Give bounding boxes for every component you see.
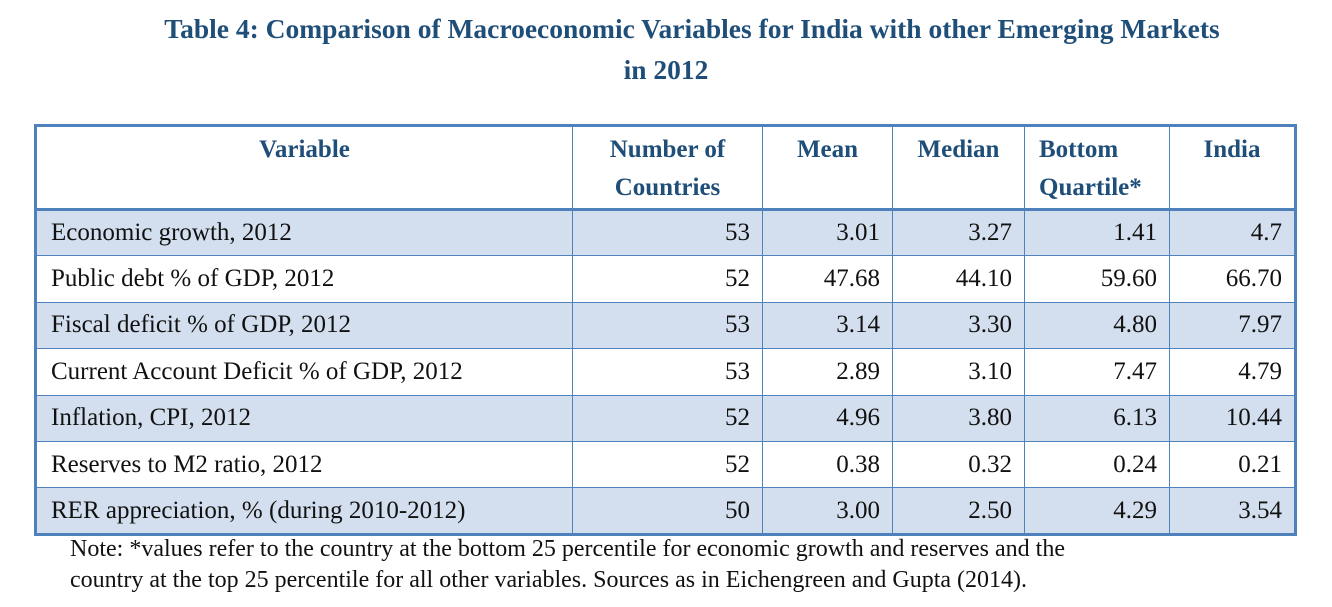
cell-bottom-quartile: 4.80 bbox=[1024, 301, 1170, 350]
header-number-of-countries: Number of Countries bbox=[572, 125, 763, 211]
cell-bottom-quartile: 0.24 bbox=[1024, 440, 1170, 489]
header-variable: Variable bbox=[35, 125, 573, 211]
table-row: Fiscal deficit % of GDP, 2012 53 3.14 3.… bbox=[35, 301, 1296, 350]
cell-median: 3.10 bbox=[892, 348, 1025, 396]
table-row: Economic growth, 2012 53 3.01 3.27 1.41 … bbox=[35, 208, 1296, 257]
cell-variable: Fiscal deficit % of GDP, 2012 bbox=[35, 301, 573, 350]
table-title-line1: Table 4: Comparison of Macroeconomic Var… bbox=[164, 13, 1220, 44]
cell-countries: 52 bbox=[572, 440, 763, 489]
cell-median: 0.32 bbox=[892, 440, 1025, 489]
note-line2: country at the top 25 percentile for all… bbox=[70, 567, 1027, 593]
cell-mean: 3.01 bbox=[762, 208, 893, 257]
cell-countries: 52 bbox=[572, 394, 763, 442]
cell-india: 66.70 bbox=[1169, 255, 1296, 303]
header-mean: Mean bbox=[762, 125, 893, 211]
table-row: Public debt % of GDP, 2012 52 47.68 44.1… bbox=[35, 255, 1296, 303]
cell-median: 3.27 bbox=[892, 208, 1025, 257]
cell-countries: 53 bbox=[572, 348, 763, 396]
macro-comparison-table: Variable Number of Countries Mean Median … bbox=[34, 124, 1297, 536]
cell-median: 3.80 bbox=[892, 394, 1025, 442]
cell-india: 3.54 bbox=[1169, 487, 1296, 535]
table-title: Table 4: Comparison of Macroeconomic Var… bbox=[0, 8, 1332, 90]
table-row: Inflation, CPI, 2012 52 4.96 3.80 6.13 1… bbox=[35, 394, 1296, 442]
header-median: Median bbox=[892, 125, 1025, 211]
cell-variable: RER appreciation, % (during 2010-2012) bbox=[35, 487, 573, 535]
cell-variable: Reserves to M2 ratio, 2012 bbox=[35, 440, 573, 489]
table-row: Reserves to M2 ratio, 2012 52 0.38 0.32 … bbox=[35, 440, 1296, 489]
cell-mean: 4.96 bbox=[762, 394, 893, 442]
cell-bottom-quartile: 7.47 bbox=[1024, 348, 1170, 396]
cell-india: 10.44 bbox=[1169, 394, 1296, 442]
cell-mean: 2.89 bbox=[762, 348, 893, 396]
note-line1: Note: *values refer to the country at th… bbox=[70, 536, 1065, 562]
cell-variable: Inflation, CPI, 2012 bbox=[35, 394, 573, 442]
cell-mean: 3.00 bbox=[762, 487, 893, 535]
cell-variable: Public debt % of GDP, 2012 bbox=[35, 255, 573, 303]
cell-mean: 3.14 bbox=[762, 301, 893, 350]
cell-india: 0.21 bbox=[1169, 440, 1296, 489]
cell-variable: Current Account Deficit % of GDP, 2012 bbox=[35, 348, 573, 396]
table-note: Note: *values refer to the country at th… bbox=[70, 534, 1300, 596]
cell-bottom-quartile: 4.29 bbox=[1024, 487, 1170, 535]
cell-bottom-quartile: 59.60 bbox=[1024, 255, 1170, 303]
cell-bottom-quartile: 6.13 bbox=[1024, 394, 1170, 442]
cell-mean: 0.38 bbox=[762, 440, 893, 489]
header-row: Variable Number of Countries Mean Median … bbox=[35, 125, 1296, 211]
cell-median: 44.10 bbox=[892, 255, 1025, 303]
header-bottom-quartile: Bottom Quartile* bbox=[1024, 125, 1170, 211]
cell-countries: 53 bbox=[572, 301, 763, 350]
cell-india: 4.7 bbox=[1169, 208, 1296, 257]
table-row: Current Account Deficit % of GDP, 2012 5… bbox=[35, 348, 1296, 396]
cell-countries: 50 bbox=[572, 487, 763, 535]
table-row: RER appreciation, % (during 2010-2012) 5… bbox=[35, 487, 1296, 535]
cell-countries: 52 bbox=[572, 255, 763, 303]
cell-india: 4.79 bbox=[1169, 348, 1296, 396]
cell-median: 2.50 bbox=[892, 487, 1025, 535]
header-india: India bbox=[1169, 125, 1296, 211]
cell-variable: Economic growth, 2012 bbox=[35, 208, 573, 257]
table-title-line2: in 2012 bbox=[623, 54, 709, 85]
cell-mean: 47.68 bbox=[762, 255, 893, 303]
cell-countries: 53 bbox=[572, 208, 763, 257]
cell-median: 3.30 bbox=[892, 301, 1025, 350]
cell-india: 7.97 bbox=[1169, 301, 1296, 350]
cell-bottom-quartile: 1.41 bbox=[1024, 208, 1170, 257]
